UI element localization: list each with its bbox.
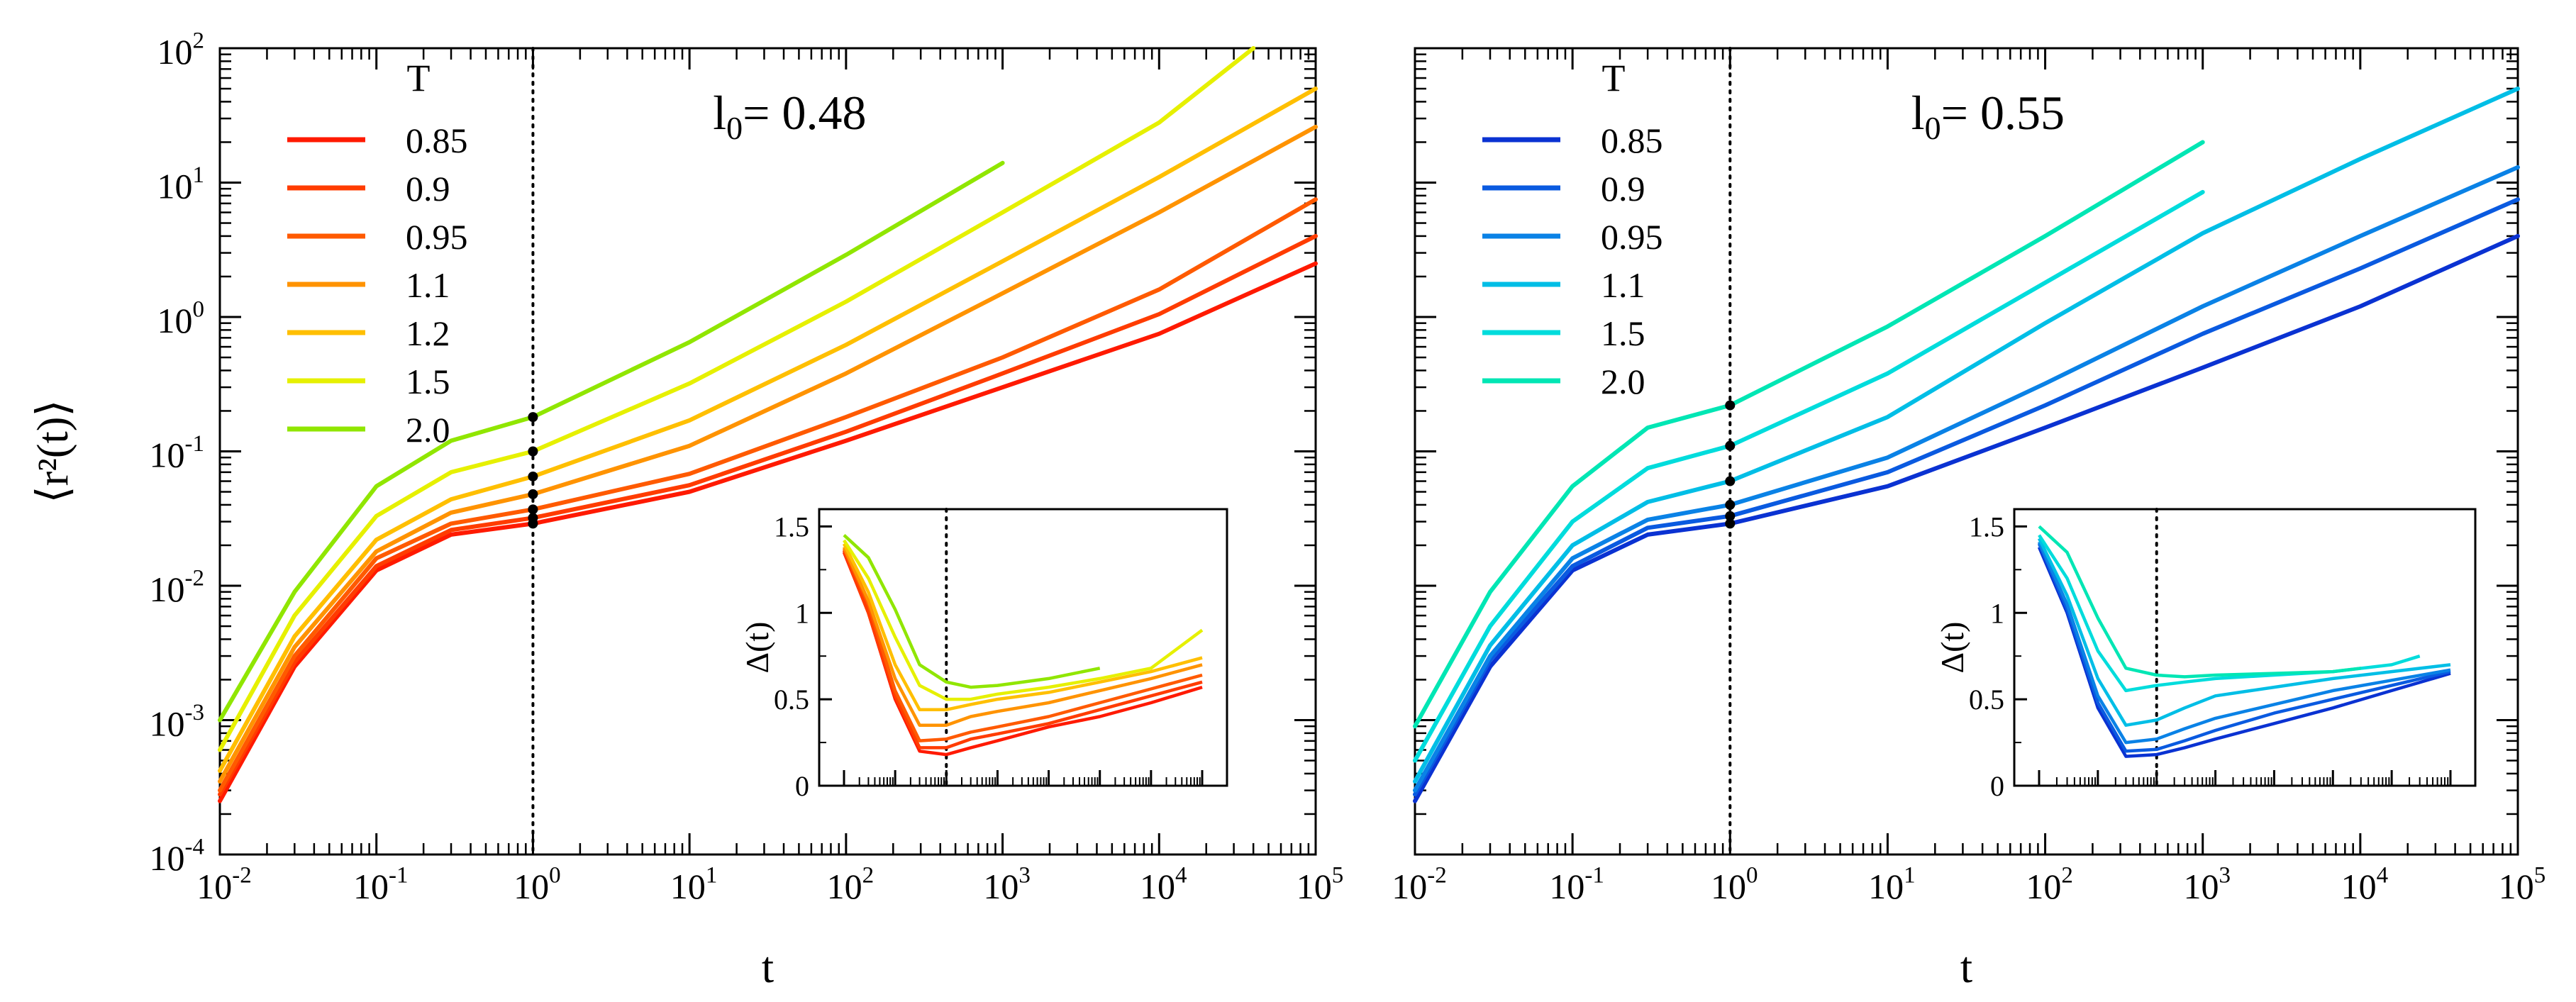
x-tick-label: 105 [2499,863,2546,907]
series-line-T2.0 [1413,140,2205,729]
series-line-T1.1 [218,124,1318,784]
series-line-T0.9 [218,233,1318,797]
inset-series-line-T0.9 [2037,542,2451,753]
legend-label-T1.5: 1.5 [1601,313,1645,353]
marker-t1-T1.5 [528,446,538,457]
x-tick-label: 104 [1140,863,1187,907]
inset-series-line-T1.1 [2037,538,2451,727]
legend-label-T0.85: 0.85 [1601,121,1663,160]
x-tick-label: 105 [1297,863,1344,907]
y-axis-ticks [1415,47,2518,856]
y-tick-label: 102 [157,28,205,72]
x-tick-label: 102 [2026,863,2073,907]
series-line-T0.85 [218,261,1318,803]
inset-y-tick-label: 1 [795,597,809,629]
x-tick-label: 101 [670,863,717,907]
marker-t1-T1.5 [1725,440,1736,451]
x-tick-label: 10-2 [1392,863,1447,907]
legend-label-T0.9: 0.9 [406,169,450,208]
legend-label-T1.1: 1.1 [1601,265,1645,305]
inset-series-line-T1.5 [843,539,1204,701]
inset-series-line-T0.95 [842,548,1203,742]
marker-t1-T1.1 [1725,476,1736,486]
inset-plot: 0 0.5 1 1.5 Δ(t) [1934,508,2477,802]
series-line-T1.5 [1413,189,2205,763]
x-tick-label: 100 [513,863,561,907]
y-tick-label: 101 [157,162,205,206]
y-tick-label: 10-4 [150,835,205,879]
x-tick-label: 101 [1868,863,1916,907]
inset-y-label: Δ(t) [1934,622,1970,674]
y-tick-label: 10-1 [150,431,205,475]
x-tick-label: 103 [2183,863,2231,907]
inset-plot: 0 0.5 1 1.5 Δ(t) [739,508,1228,802]
series-line-T1.5 [218,46,1256,752]
y-tick-label: 10-2 [150,566,205,610]
inset-y-tick-label: 1 [1990,597,2004,629]
legend-label-T0.85: 0.85 [406,121,468,160]
legend: T 0.85 0.9 0.95 1.1 1.2 1.5 2.0 [287,57,468,450]
inset-series-line-T1.1 [842,546,1203,727]
series-line-T0.85 [1413,233,2520,803]
inset-series-line-T2.0 [843,533,1101,689]
legend-title: T [1602,57,1626,99]
marker-t1-T1.1 [528,489,538,499]
inset-series-line-T1.2 [842,542,1203,712]
series-line-T1.2 [218,87,1318,773]
series-line-T0.95 [1413,165,2520,793]
inset-series-line-T2.0 [2038,525,2362,679]
x-tick-label: 103 [983,863,1031,907]
legend-label-T2.0: 2.0 [406,410,450,450]
inset-y-label: Δ(t) [739,622,775,674]
x-tick-label: 100 [1711,863,1758,907]
inset-y-tick-label: 0.5 [1969,684,2004,716]
inset-y-tick-label: 0.5 [774,684,809,716]
panel-left: 10-2 10-1 100 101 102 103 104 10510-410-310-210… [29,28,1343,993]
legend-label-T0.95: 0.95 [406,217,468,257]
panel-right: 10-2 10-1 100 101 102 103 104 105 t l0= 0.55 T 0.85… [1392,47,2546,992]
inset-y-tick-label: 1.5 [1969,511,2004,542]
legend-label-T0.95: 0.95 [1601,217,1663,257]
marker-t1-T0.95 [1725,499,1736,510]
marker-t1-T0.95 [528,504,538,515]
x-tick-label: 104 [2341,863,2389,907]
legend-label-T2.0: 2.0 [1601,362,1645,401]
x-tick-label: 10-2 [196,863,252,907]
x-tick-label: 102 [827,863,875,907]
marker-t1-T2.0 [1725,400,1736,411]
legend: T 0.85 0.9 0.95 1.1 1.5 2.0 [1482,57,1663,401]
x-tick-label: 10-1 [353,863,409,907]
inset-y-tick-label: 1.5 [774,511,809,542]
legend-title: T [407,57,431,99]
marker-t1-T1.2 [528,471,538,481]
series-line-T0.9 [1413,197,2520,797]
marker-t1-T0.9 [528,513,538,523]
inset-y-tick-label: 0 [795,770,809,802]
series-line-T1.1 [1413,87,2520,784]
y-tick-label: 100 [157,297,205,341]
x-axis-label: t [762,944,774,992]
annotation-l0: l0= 0.48 [713,86,866,146]
annotation-l0: l0= 0.55 [1911,86,2065,146]
legend-label-T1.5: 1.5 [406,362,450,401]
x-axis-label: t [1960,944,1972,992]
y-tick-label: 10-3 [150,700,205,744]
marker-t1-T0.85 [1725,518,1736,529]
inset-series-line-T0.9 [842,550,1203,750]
inset-frame [2013,508,2477,787]
x-tick-label: 10-1 [1549,863,1604,907]
marker-t1-T0.9 [1725,511,1736,521]
legend-label-T0.9: 0.9 [1601,169,1645,208]
inset-series-line-T0.95 [2037,541,2451,745]
legend-label-T1.2: 1.2 [406,313,450,353]
series-line-T2.0 [218,160,1005,723]
y-axis-label: ⟨r²(t)⟩ [29,399,77,503]
marker-t1-T2.0 [528,412,538,423]
series-line-T0.95 [218,197,1318,793]
inset-y-tick-label: 0 [1990,770,2004,802]
legend-label-T1.1: 1.1 [406,265,450,305]
